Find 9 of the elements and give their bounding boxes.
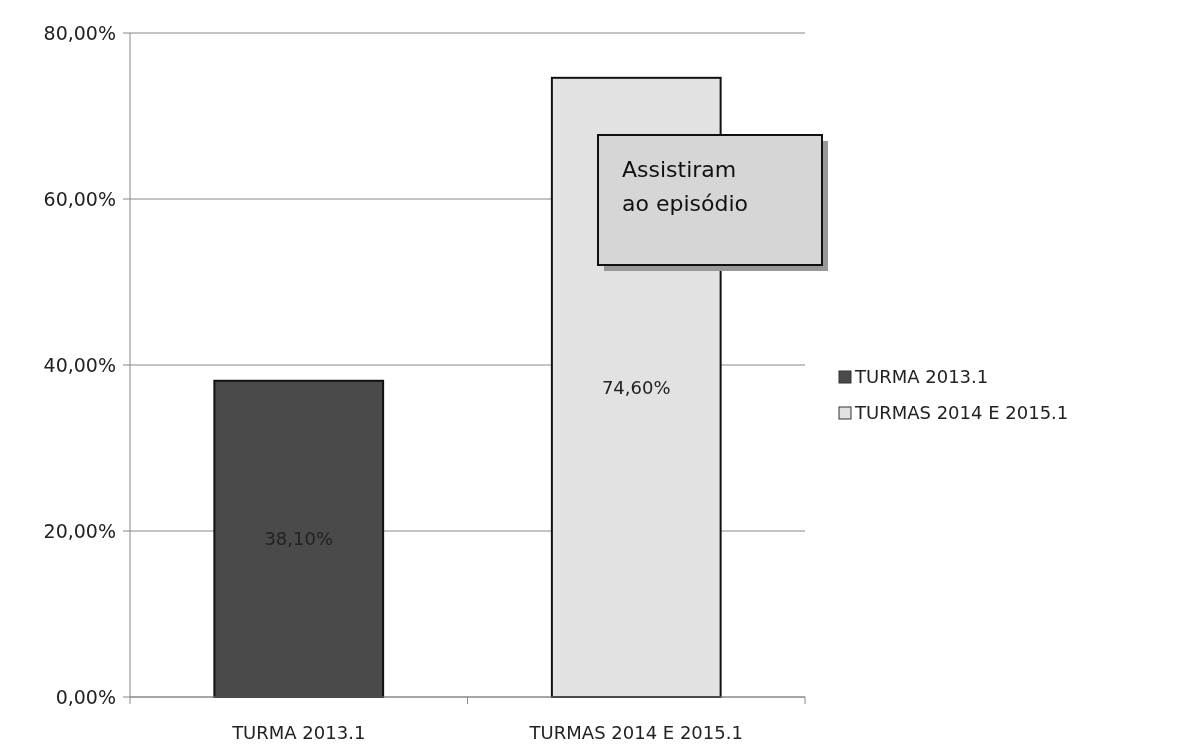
y-tick-label: 80,00% (43, 21, 116, 44)
legend-label: TURMA 2013.1 (854, 366, 989, 388)
legend-label: TURMAS 2014 E 2015.1 (854, 402, 1069, 424)
y-tick-label: 0,00% (55, 685, 116, 708)
annotation: Assistiram ao episódio (622, 157, 749, 216)
data-label: 74,60% (601, 376, 671, 398)
y-tick-label: 20,00% (43, 519, 116, 542)
y-tick-label: 40,00% (43, 353, 116, 376)
y-tick-label: 60,00% (43, 187, 116, 210)
